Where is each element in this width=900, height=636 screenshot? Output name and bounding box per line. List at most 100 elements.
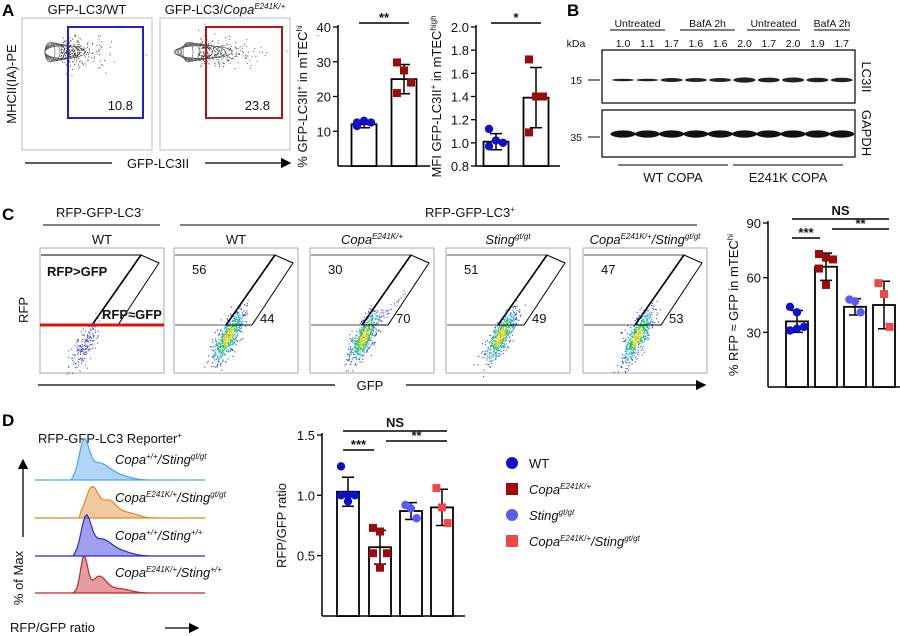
event-dot [230,314,232,316]
event-dot [369,323,371,325]
event-dot [204,44,206,45]
event-dot [229,325,231,327]
event-dot [373,335,375,337]
event-dot [633,325,635,327]
event-dot [237,329,239,331]
event-dot [514,314,516,316]
event-dot [232,332,234,334]
event-dot [230,321,232,323]
event-dot [358,357,361,359]
event-dot [352,348,354,350]
event-dot [640,320,642,322]
event-dot [640,307,643,309]
event-dot [642,326,644,328]
event-dot [97,336,99,338]
event-dot [89,336,91,338]
marker-15: 15 [570,75,582,87]
event-dot [222,342,224,344]
event-dot [242,314,244,316]
event-dot [367,331,369,333]
event-dot [376,322,378,324]
event-dot [356,343,358,345]
event-dot [68,366,70,368]
event-dot [225,342,227,344]
event-dot [218,342,220,344]
event-dot [361,320,363,322]
event-dot [490,346,492,348]
significance-label: NS [831,203,849,218]
event-dot [375,328,377,330]
event-dot [503,342,505,344]
event-dot [500,337,502,339]
event-dot [225,330,227,332]
event-dot [500,345,502,347]
event-dot [646,320,649,322]
event-dot [216,363,219,365]
event-dot [372,325,374,327]
legend-marker-square [506,483,518,495]
event-dot [91,42,93,44]
event-dot [62,55,64,57]
event-dot [500,340,502,342]
event-dot [627,343,629,345]
event-dot [387,310,389,312]
event-dot [510,320,512,322]
event-dot [223,350,225,352]
event-dot [490,345,492,347]
event-dot [490,353,492,355]
event-dot [74,357,76,359]
event-dot [208,55,210,56]
event-dot [500,336,502,338]
event-dot [630,342,632,344]
event-dot [505,331,507,333]
event-dot [370,331,372,333]
event-dot [626,344,628,346]
event-dot [641,325,643,327]
event-dot [363,346,365,348]
event-dot [497,346,499,348]
event-dot [632,353,634,355]
event-dot [385,310,387,312]
event-dot [90,329,92,332]
event-dot [66,64,67,66]
event-dot [499,329,501,331]
event-dot [238,319,241,321]
event-dot [373,330,375,332]
lc3ii-band [612,78,634,82]
event-dot [493,337,495,339]
event-dot [81,49,83,51]
event-dot [496,342,498,344]
event-dot [368,337,370,339]
event-dot [234,46,236,48]
event-dot [488,364,490,366]
event-dot [228,327,230,330]
event-dot [495,348,497,350]
event-dot [490,357,492,360]
event-dot [252,50,254,52]
event-dot [86,52,88,54]
event-dot [348,354,351,356]
event-dot [491,345,493,347]
event-dot [231,54,233,56]
event-dot [626,353,628,355]
event-dot [234,312,237,314]
event-dot [482,351,484,353]
event-dot [214,352,216,354]
event-dot [355,340,357,342]
event-dot [358,342,360,344]
event-dot [78,53,80,55]
event-dot [494,347,496,349]
event-dot [643,331,645,333]
event-dot [221,360,223,362]
event-dot [237,312,239,314]
event-dot [624,357,627,359]
event-dot [214,63,216,64]
event-dot [361,342,363,344]
event-dot [70,40,71,42]
event-dot [495,342,497,345]
event-dot [66,47,68,49]
event-dot [488,346,490,348]
event-dot [651,314,653,316]
event-dot [358,353,360,355]
event-dot [365,334,367,336]
